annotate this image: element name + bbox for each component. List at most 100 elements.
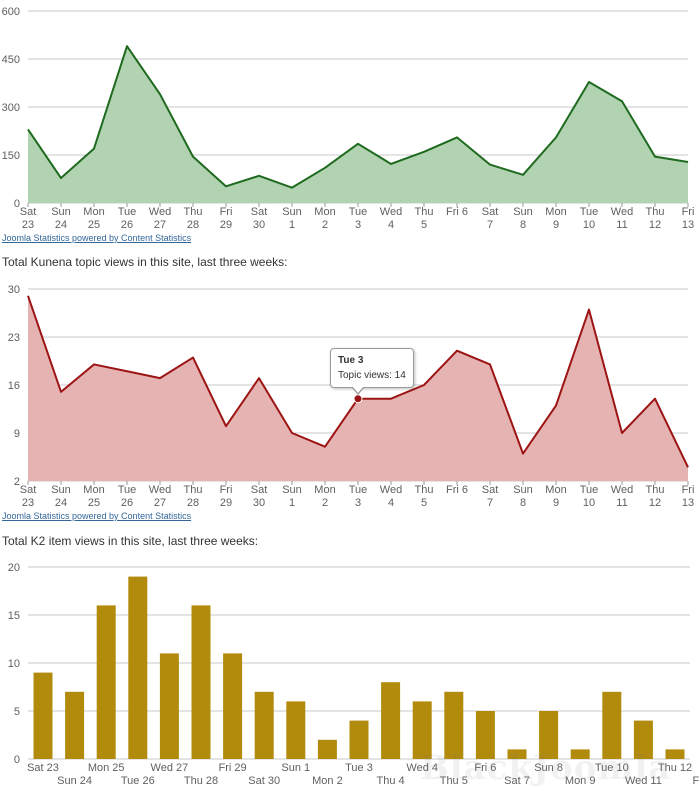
chart2-credit-link[interactable]: Joomla Statistics powered by Content Sta… bbox=[2, 511, 192, 521]
c3-bar bbox=[570, 749, 590, 759]
c3-bar bbox=[33, 672, 53, 759]
c2-xtick-date: 5 bbox=[421, 497, 427, 509]
c2-ytick-label: 30 bbox=[8, 284, 20, 296]
c1-ytick-label: 300 bbox=[2, 102, 20, 114]
c2-data-point bbox=[225, 425, 228, 428]
c3-xtick-label: Mon 9 bbox=[565, 775, 596, 787]
c2-data-point bbox=[555, 404, 558, 407]
c3-bar bbox=[381, 682, 401, 759]
c1-xtick-day: Fri bbox=[682, 206, 695, 218]
kunena-section-title: Total Kunena topic views in this site, l… bbox=[2, 255, 288, 269]
c2-xtick-date: 28 bbox=[187, 497, 199, 509]
c2-xtick-date: 4 bbox=[388, 497, 394, 509]
c1-xtick-date: 5 bbox=[421, 219, 427, 231]
chart1-credit-link[interactable]: Joomla Statistics powered by Content Sta… bbox=[2, 233, 192, 243]
c1-data-point bbox=[357, 142, 360, 145]
c2-data-point bbox=[489, 363, 492, 366]
k2-section-title: Total K2 item views in this site, last t… bbox=[2, 534, 259, 548]
c2-xtick-day: Thu bbox=[646, 484, 665, 496]
c1-series-line bbox=[27, 45, 689, 189]
c2-xtick-day: Tue bbox=[580, 484, 599, 496]
c1-xtick-day: Thu bbox=[646, 206, 665, 218]
c2-xtick-day: Thu bbox=[415, 484, 434, 496]
c2-xtick-date: 1 bbox=[289, 497, 295, 509]
c2-xtick-day: Sun bbox=[513, 484, 533, 496]
c2-xtick-date: 26 bbox=[121, 497, 133, 509]
c1-xtick-day: Wed bbox=[611, 206, 633, 218]
c1-xtick-day: Sun bbox=[513, 206, 533, 218]
c2-xtick-day: Mon bbox=[545, 484, 566, 496]
c3-xtick-label: Sat 7 bbox=[504, 775, 530, 787]
c2-xtick-date: 3 bbox=[355, 497, 361, 509]
c1-data-point bbox=[27, 128, 30, 131]
c1-xtick-date: 9 bbox=[553, 219, 559, 231]
c2-highlight-point bbox=[353, 394, 363, 404]
c1-data-point bbox=[588, 81, 591, 84]
tooltip-arrow-inner bbox=[353, 386, 363, 393]
c2-ytick-label: 16 bbox=[8, 380, 20, 392]
c3-xtick-label: Thu 5 bbox=[440, 775, 468, 787]
c3-xtick-label: Sun 1 bbox=[281, 762, 310, 774]
c2-data-point bbox=[159, 377, 162, 380]
c1-data-point bbox=[126, 45, 129, 48]
c2-data-point bbox=[687, 466, 690, 469]
c2-data-point bbox=[621, 432, 624, 435]
c3-bar bbox=[65, 691, 85, 759]
c1-xtick-day: Thu bbox=[184, 206, 203, 218]
c2-data-point bbox=[522, 452, 525, 455]
c1-xtick-day: Tue bbox=[118, 206, 137, 218]
c2-ytick-label: 2 bbox=[14, 476, 20, 488]
c2-xtick-day: Thu bbox=[184, 484, 203, 496]
c3-bar bbox=[475, 711, 495, 759]
c1-xtick-date: 30 bbox=[253, 219, 265, 231]
c1-data-point bbox=[423, 150, 426, 153]
c2-xtick-day: Sat bbox=[482, 484, 499, 496]
c1-xtick-date: 24 bbox=[55, 219, 67, 231]
c1-data-point bbox=[555, 136, 558, 139]
c1-xtick-date: 29 bbox=[220, 219, 232, 231]
c2-xtick-day: Wed bbox=[149, 484, 171, 496]
c3-bar bbox=[128, 576, 148, 759]
c3-xtick-label: Mon 25 bbox=[88, 762, 125, 774]
c2-xtick-day: Mon bbox=[314, 484, 335, 496]
c1-xtick-date: 10 bbox=[583, 219, 595, 231]
c2-data-point bbox=[588, 308, 591, 311]
c3-xtick-label: Wed 11 bbox=[625, 775, 662, 787]
c2-data-point bbox=[258, 377, 261, 380]
c1-xtick-date: 25 bbox=[88, 219, 100, 231]
c1-xtick-day: Sun bbox=[51, 206, 71, 218]
c3-xtick-label: Thu 12 bbox=[658, 762, 692, 774]
blackjoomla-watermark: BlackJoomla bbox=[420, 748, 672, 788]
c1-xtick-date: 28 bbox=[187, 219, 199, 231]
c2-xtick-day: Fri 6 bbox=[446, 484, 468, 496]
kunena-views-chart: 29162330Sat23Sun24Mon25Tue26Wed27Thu28Fr… bbox=[8, 284, 695, 509]
c1-data-point bbox=[192, 155, 195, 158]
c1-xtick-day: Mon bbox=[314, 206, 335, 218]
c1-data-point bbox=[291, 186, 294, 189]
c2-xtick-date: 29 bbox=[220, 497, 232, 509]
c1-xtick-day: Fri 6 bbox=[446, 206, 468, 218]
c1-xtick-day: Wed bbox=[149, 206, 171, 218]
c3-xtick-label: Sat 30 bbox=[248, 775, 280, 787]
c1-data-point bbox=[621, 100, 624, 103]
c2-xtick-day: Mon bbox=[83, 484, 104, 496]
c2-area-fill bbox=[28, 295, 688, 481]
c3-bar bbox=[665, 749, 685, 759]
c1-ytick-label: 450 bbox=[2, 54, 20, 66]
c2-data-point bbox=[390, 397, 393, 400]
c1-data-point bbox=[60, 177, 63, 180]
c1-xtick-day: Tue bbox=[349, 206, 368, 218]
c2-xtick-date: 25 bbox=[88, 497, 100, 509]
c2-xtick-date: 24 bbox=[55, 497, 67, 509]
c2-xtick-day: Sun bbox=[51, 484, 71, 496]
tooltip-label: Topic views: 14 bbox=[338, 369, 406, 381]
c1-area-fill bbox=[28, 46, 688, 204]
c1-xtick-date: 27 bbox=[154, 219, 166, 231]
c1-xtick-day: Thu bbox=[415, 206, 434, 218]
c3-bar bbox=[633, 720, 653, 759]
c1-xtick-date: 4 bbox=[388, 219, 394, 231]
c1-data-point bbox=[258, 174, 261, 177]
c3-xtick-label: Fri 29 bbox=[219, 762, 247, 774]
c2-data-point bbox=[423, 384, 426, 387]
